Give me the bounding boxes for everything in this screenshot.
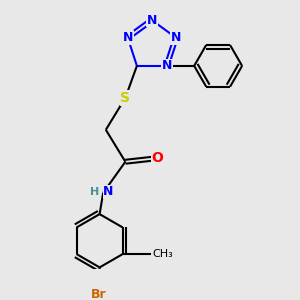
- Text: Br: Br: [91, 287, 106, 300]
- Text: N: N: [171, 31, 181, 44]
- Text: N: N: [161, 59, 172, 72]
- Text: N: N: [122, 31, 133, 44]
- Text: CH₃: CH₃: [153, 249, 174, 259]
- Text: N: N: [103, 185, 114, 198]
- Text: O: O: [152, 151, 163, 165]
- Text: H: H: [90, 187, 99, 197]
- Text: S: S: [120, 91, 130, 105]
- Text: N: N: [147, 14, 157, 27]
